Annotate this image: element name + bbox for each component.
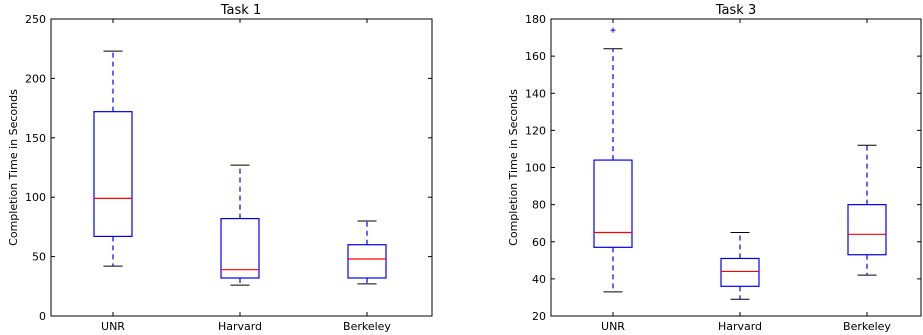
- y-tick-label: 40: [532, 273, 546, 286]
- chart-title: Task 3: [715, 3, 756, 18]
- y-tick-label: 250: [25, 13, 46, 26]
- y-tick-label: 60: [532, 236, 546, 249]
- plot-frame: [50, 18, 433, 317]
- chart-task-3: Task 3 Completion Time in Seconds 20 40 60 80…: [507, 3, 922, 333]
- y-tick-label: 180: [525, 13, 546, 26]
- y-tick-label: 20: [532, 310, 546, 323]
- y-tick-label: 80: [532, 199, 546, 212]
- y-tick-label: 50: [32, 251, 46, 264]
- box-iqr: [593, 159, 633, 248]
- box-iqr: [347, 244, 387, 279]
- y-tick-label: 150: [25, 132, 46, 145]
- box-iqr: [847, 204, 887, 256]
- x-tick-label: Berkeley: [843, 320, 891, 333]
- box-iqr: [220, 217, 260, 279]
- y-tick-label: 0: [39, 310, 46, 323]
- y-tick-label: 120: [525, 124, 546, 137]
- x-tick-label: UNR: [601, 320, 625, 333]
- box-harvard: [720, 231, 760, 300]
- chart-title: Task 1: [220, 3, 261, 18]
- box-unr: [93, 50, 133, 267]
- y-axis-label: Completion Time in Seconds: [7, 89, 20, 246]
- box-berkeley: [347, 220, 387, 285]
- x-tick-label: Berkeley: [343, 320, 391, 333]
- outlier-marker: [610, 27, 616, 33]
- x-tick-label: Harvard: [218, 320, 262, 333]
- x-tick-label: UNR: [101, 320, 125, 333]
- box-iqr: [93, 111, 133, 238]
- box-iqr: [720, 257, 760, 287]
- chart-task-1: Task 1 Completion Time in Seconds 0 50 100 15…: [7, 3, 433, 333]
- box-berkeley: [847, 144, 887, 276]
- box-harvard: [220, 164, 260, 286]
- x-tick-label: Harvard: [718, 320, 762, 333]
- y-tick-label: 100: [525, 162, 546, 175]
- box-unr: [593, 27, 633, 293]
- y-axis-label: Completion Time in Seconds: [507, 89, 520, 246]
- y-tick-label: 200: [25, 72, 46, 85]
- y-tick-label: 140: [525, 87, 546, 100]
- y-tick-label: 160: [525, 50, 546, 63]
- y-tick-label: 100: [25, 191, 46, 204]
